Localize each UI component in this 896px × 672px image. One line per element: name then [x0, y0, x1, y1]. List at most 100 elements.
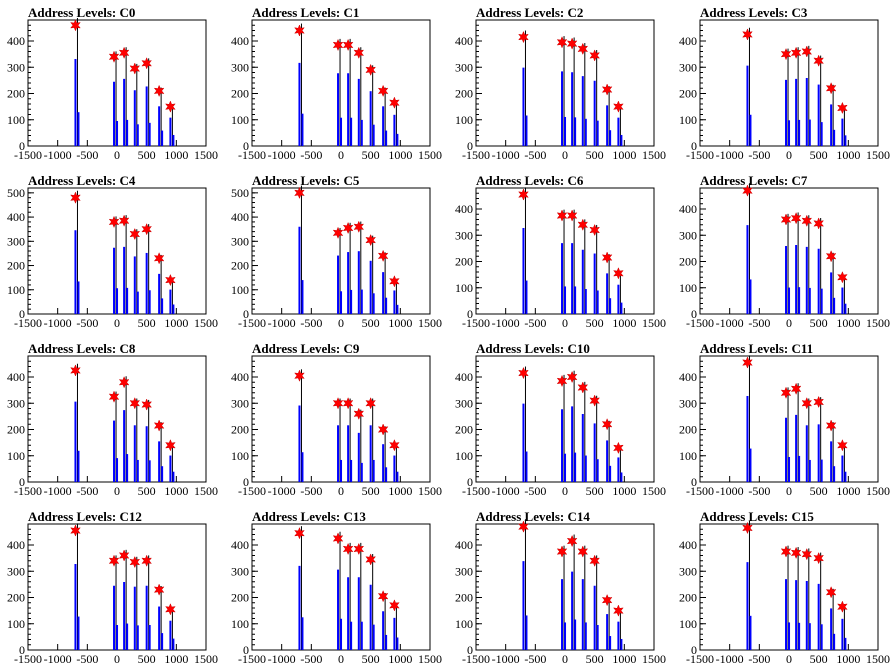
y-tick-label: 0 [19, 643, 25, 657]
y-tick-label: 200 [231, 423, 249, 437]
histogram-svg: Address Levels: C9 0 100 200 300 400 -1500 -100… [231, 341, 442, 498]
x-tick-label: -500 [748, 484, 770, 498]
y-tick-label: 400 [455, 202, 473, 216]
x-tick-label: 1000 [164, 652, 188, 666]
x-tick-label: -500 [524, 652, 546, 666]
histogram-svg: Address Levels: C40100200300400500-1500-… [7, 173, 218, 330]
peak-marker-icon [801, 548, 813, 561]
x-tick-label: 1500 [194, 316, 218, 330]
y-tick-label: 200 [7, 591, 25, 605]
y-tick-label: 0 [691, 475, 697, 489]
peak-marker-icon [589, 554, 601, 567]
peak-marker-icon [825, 250, 837, 263]
peak-marker-icon [780, 47, 792, 61]
y-tick-label: 0 [19, 307, 25, 321]
x-tick-label: -500 [76, 652, 98, 666]
peak-marker-icon [556, 209, 568, 222]
peak-marker-icon [518, 520, 529, 533]
y-tick-label: 300 [231, 396, 249, 410]
peak-marker-icon [365, 553, 377, 566]
histogram-svg: Address Levels: C50100200300400500-1500-… [231, 173, 442, 330]
peak-marker-icon [518, 30, 529, 44]
x-tick-label: 0 [338, 148, 344, 162]
histogram-panel: Address Levels: C11 0 100 200 300 400 -1500 -10… [672, 336, 896, 504]
x-tick-label: 0 [786, 652, 792, 666]
y-tick-label: 200 [7, 423, 25, 437]
peak-marker-icon [129, 397, 141, 410]
y-tick-label: 300 [231, 564, 249, 578]
y-tick-label: 300 [679, 564, 697, 578]
y-tick-label: 300 [231, 234, 249, 248]
peak-marker-icon [790, 46, 802, 59]
y-tick-label: 300 [455, 60, 473, 74]
x-tick-label: -1000 [268, 484, 296, 498]
x-tick-label: -1500 [238, 484, 266, 498]
histogram-svg: Address Levels: C11 0 100 200 300 400 -1500 -10… [679, 341, 890, 498]
peak-marker-icon [353, 542, 365, 556]
y-tick-label: 200 [679, 591, 697, 605]
x-tick-label: 1000 [164, 316, 188, 330]
x-tick-label: 500 [362, 148, 380, 162]
y-tick-label: 200 [455, 591, 473, 605]
x-tick-label: -1000 [716, 652, 744, 666]
peak-marker-icon [153, 583, 165, 596]
peak-marker-icon [165, 100, 176, 113]
y-tick-label: 300 [7, 60, 25, 74]
peak-marker-icon [613, 604, 624, 617]
peak-marker-icon [118, 46, 130, 59]
y-tick-label: 100 [455, 113, 473, 127]
y-tick-label: 100 [679, 113, 697, 127]
panel-title: Address Levels: C6 [476, 173, 584, 188]
peak-marker-icon [141, 57, 153, 70]
x-tick-label: 1000 [164, 148, 188, 162]
histogram-panel: Address Levels: C8 0 100 200 300 400 -1500 -100… [0, 336, 224, 504]
x-tick-label: 500 [362, 484, 380, 498]
y-tick-label: 500 [231, 186, 249, 200]
x-tick-label: -1500 [462, 148, 490, 162]
panel-title: Address Levels: C2 [476, 5, 583, 20]
x-tick-label: 500 [810, 652, 828, 666]
peak-marker-icon [780, 545, 792, 558]
peak-marker-icon [389, 599, 400, 612]
peak-marker-icon [377, 249, 389, 263]
peak-marker-icon [742, 184, 753, 197]
x-tick-label: -1500 [462, 652, 490, 666]
x-tick-label: 1000 [836, 484, 860, 498]
x-tick-label: 1000 [388, 316, 412, 330]
peak-marker-icon [129, 227, 141, 241]
x-tick-label: -1500 [462, 484, 490, 498]
x-tick-label: 1500 [642, 148, 666, 162]
peak-marker-icon [294, 24, 305, 37]
peak-marker-icon [70, 364, 81, 377]
y-tick-label: 0 [243, 307, 249, 321]
peak-marker-icon [389, 275, 400, 288]
y-tick-label: 100 [455, 617, 473, 631]
x-tick-label: -500 [524, 148, 546, 162]
x-tick-label: -1500 [686, 484, 714, 498]
y-tick-label: 100 [679, 449, 697, 463]
peak-marker-icon [141, 398, 153, 411]
x-tick-label: 1000 [836, 148, 860, 162]
y-tick-label: 300 [679, 396, 697, 410]
peak-marker-icon [342, 38, 354, 52]
x-tick-label: -1000 [492, 148, 520, 162]
peak-marker-icon [589, 394, 601, 407]
x-tick-label: -500 [300, 316, 322, 330]
panel-title: Address Levels: C8 [28, 341, 136, 356]
y-tick-label: 300 [455, 396, 473, 410]
y-tick-label: 300 [455, 564, 473, 578]
y-tick-label: 0 [19, 475, 25, 489]
x-tick-label: -500 [300, 652, 322, 666]
x-tick-label: 500 [586, 148, 604, 162]
x-tick-label: -500 [748, 652, 770, 666]
x-tick-label: -500 [524, 484, 546, 498]
peak-marker-icon [165, 273, 176, 287]
x-tick-label: -1500 [14, 316, 42, 330]
peak-marker-icon [589, 49, 601, 62]
y-tick-label: 400 [7, 538, 25, 552]
y-tick-label: 300 [231, 60, 249, 74]
peak-marker-icon [141, 554, 153, 567]
peak-marker-icon [742, 28, 753, 41]
peak-marker-icon [613, 441, 624, 455]
y-tick-label: 200 [679, 255, 697, 269]
